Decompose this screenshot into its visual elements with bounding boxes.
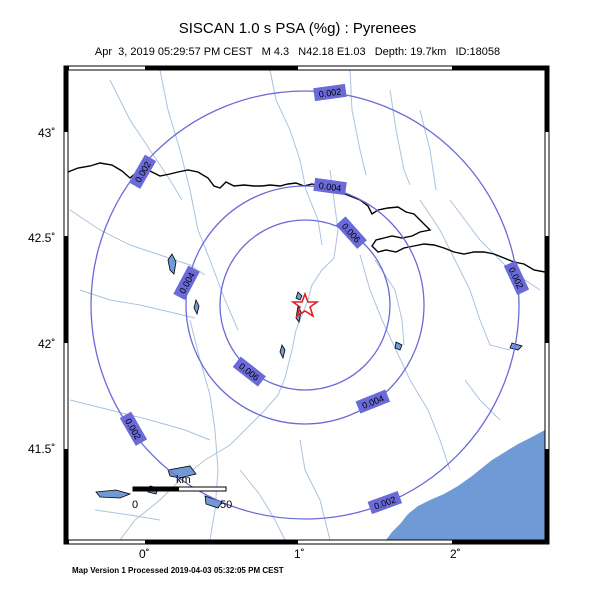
lat-tick: 43˚ <box>38 126 55 140</box>
scale-bar: 0 km 50 <box>132 474 232 511</box>
contour-0.004 <box>185 185 425 425</box>
star-icon <box>290 291 320 318</box>
national-border <box>68 162 545 273</box>
lat-tick: 42˚ <box>38 337 55 351</box>
contour-0.002 <box>90 90 520 520</box>
lat-tick: 41.5˚ <box>28 442 55 456</box>
map-area: 0 km 50 <box>68 70 545 540</box>
latitude-labels: 43˚ 42.5˚ 42˚ 41.5˚ <box>28 126 55 456</box>
scale-start: 0 <box>132 499 138 511</box>
contour-label: 0.002 <box>318 86 342 99</box>
map-version-footer: Map Version 1 Processed 2019-04-03 05:32… <box>72 566 284 575</box>
map-frame <box>63 65 550 545</box>
sea <box>386 430 545 540</box>
lat-tick: 42.5˚ <box>28 231 55 245</box>
map-title: SISCAN 1.0 s PSA (%g) : Pyrenees <box>178 20 417 37</box>
contour-label: 0.004 <box>318 180 342 193</box>
lon-tick: 1˚ <box>294 547 305 561</box>
contours <box>90 90 520 520</box>
event-info: Apr 3, 2019 05:29:57 PM CEST M 4.3 N42.1… <box>94 46 501 58</box>
rivers <box>69 70 541 540</box>
longitude-labels: 0˚ 1˚ 2˚ <box>139 547 461 561</box>
lon-tick: 0˚ <box>139 547 150 561</box>
scale-unit: km <box>176 474 191 486</box>
scale-end: 50 <box>220 499 232 511</box>
contour-labels: 0.002 0.002 0.002 0.002 0.002 0.004 0.00… <box>119 83 530 515</box>
lon-tick: 2˚ <box>450 547 461 561</box>
contour-0.006 <box>219 219 391 391</box>
